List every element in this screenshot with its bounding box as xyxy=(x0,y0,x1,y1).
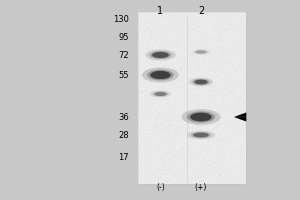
FancyArrow shape xyxy=(234,112,246,121)
Ellipse shape xyxy=(194,50,208,54)
Ellipse shape xyxy=(150,51,171,59)
Ellipse shape xyxy=(196,50,206,54)
Ellipse shape xyxy=(147,70,174,80)
Text: 55: 55 xyxy=(118,71,129,79)
Ellipse shape xyxy=(182,109,220,125)
Ellipse shape xyxy=(192,79,210,85)
Text: 72: 72 xyxy=(118,50,129,60)
Ellipse shape xyxy=(146,49,176,61)
Text: (-): (-) xyxy=(156,183,165,192)
Text: 1: 1 xyxy=(158,6,164,16)
Ellipse shape xyxy=(150,90,171,98)
Ellipse shape xyxy=(152,52,169,58)
Ellipse shape xyxy=(187,111,215,123)
Ellipse shape xyxy=(153,91,168,97)
Text: 95: 95 xyxy=(118,32,129,42)
Bar xyxy=(138,12,246,184)
Text: 17: 17 xyxy=(118,154,129,162)
Ellipse shape xyxy=(154,92,166,96)
Ellipse shape xyxy=(194,80,208,84)
Text: 28: 28 xyxy=(118,131,129,140)
Ellipse shape xyxy=(189,78,213,86)
Text: 130: 130 xyxy=(113,16,129,24)
Ellipse shape xyxy=(191,49,211,55)
Ellipse shape xyxy=(193,133,209,137)
Ellipse shape xyxy=(150,71,171,79)
Text: (+): (+) xyxy=(195,183,207,192)
Ellipse shape xyxy=(187,131,215,139)
Ellipse shape xyxy=(191,132,211,138)
Text: 36: 36 xyxy=(118,112,129,121)
Ellipse shape xyxy=(142,67,179,83)
Text: 2: 2 xyxy=(198,6,204,16)
Ellipse shape xyxy=(190,113,212,121)
